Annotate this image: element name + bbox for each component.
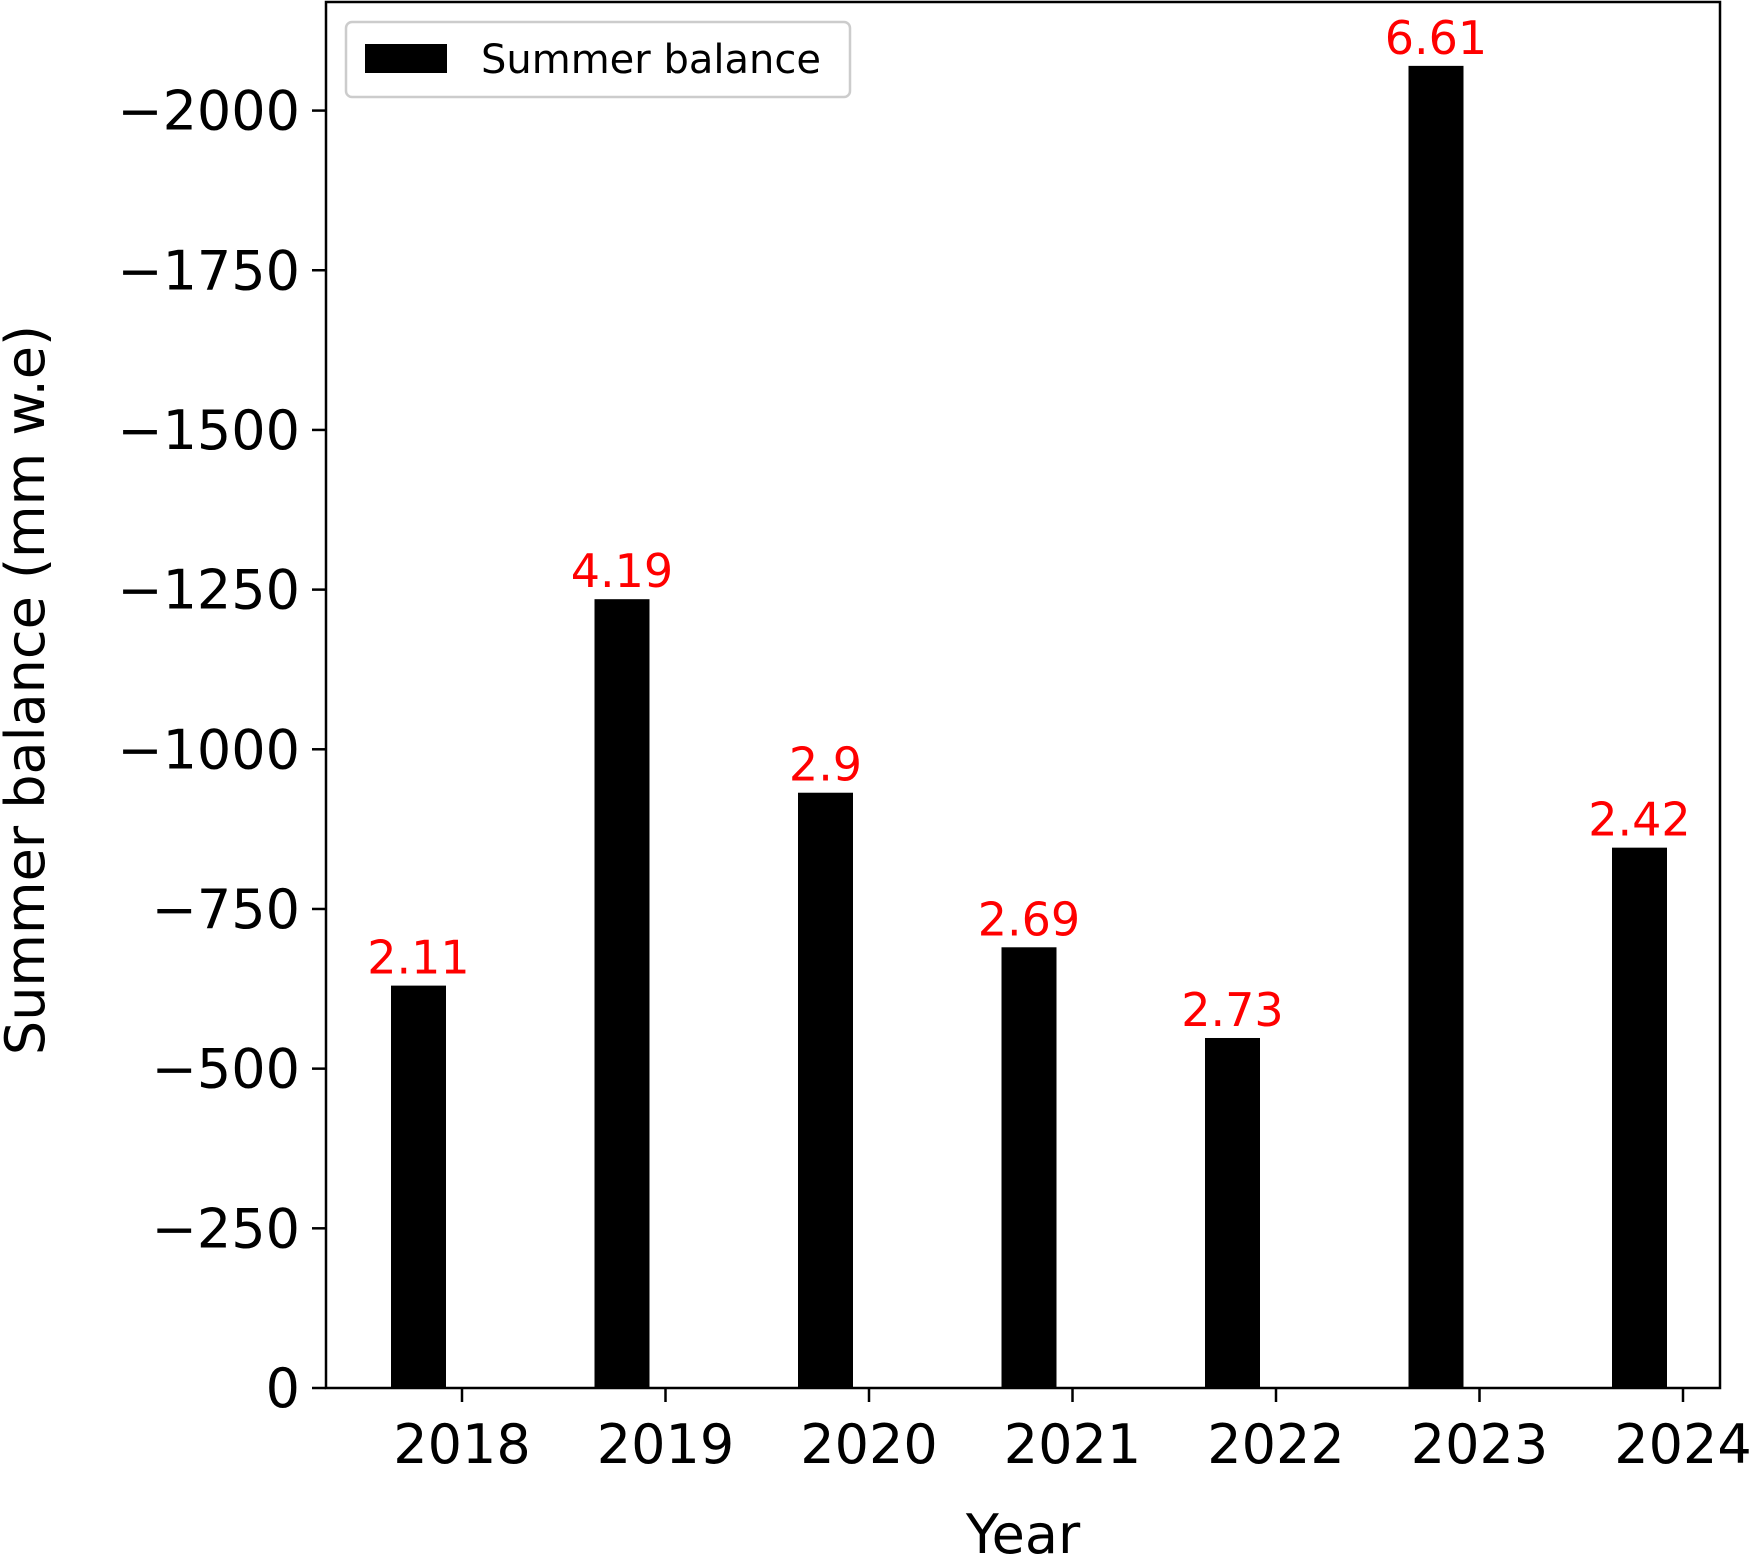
y-tick-label: −250 — [152, 1197, 300, 1260]
legend: Summer balance — [344, 20, 852, 99]
bar-value-label-2021: 2.69 — [978, 892, 1080, 946]
y-tick-label: −500 — [152, 1038, 300, 1101]
bar-2020 — [798, 792, 853, 1388]
bar-2021 — [1001, 947, 1057, 1388]
bar-value-label-2022: 2.73 — [1181, 983, 1283, 1037]
axes-layer — [324, 0, 1722, 1390]
y-axis-label: Summer balance (mm w.e) — [0, 325, 57, 1055]
x-axis-label: Year — [965, 1503, 1081, 1563]
bar-2022 — [1205, 1037, 1260, 1388]
x-tick-label: 2022 — [1207, 1413, 1344, 1476]
bar-2018 — [391, 985, 446, 1388]
plot-frame — [324, 0, 1722, 1390]
bar-value-label-2020: 2.9 — [789, 738, 862, 792]
y-tick-label: −750 — [152, 878, 300, 941]
bar-value-label-2019: 4.19 — [571, 544, 673, 598]
x-tick-label: 2019 — [597, 1413, 734, 1476]
x-tick-label: 2023 — [1411, 1413, 1548, 1476]
bar-value-label-2024: 2.42 — [1588, 793, 1690, 847]
x-tick-label: 2024 — [1614, 1413, 1751, 1476]
bar-2019 — [594, 599, 650, 1388]
y-tick-label: −1500 — [117, 399, 300, 462]
y-tick-label: −1750 — [117, 239, 300, 302]
x-ticks-layer: 2018 2019 2020 2021 2022 2023 2024 — [393, 1388, 1752, 1476]
bar-labels-layer: 2.11 4.19 2.9 2.69 2.73 6.61 2.42 — [367, 11, 1690, 1037]
y-tick-label: −1000 — [117, 718, 300, 781]
bar-2023 — [1408, 65, 1464, 1388]
bars-layer — [391, 65, 1667, 1388]
legend-box — [344, 20, 852, 99]
y-tick-label: −2000 — [117, 80, 300, 143]
bar-value-label-2018: 2.11 — [367, 931, 469, 985]
bar-value-label-2023: 6.61 — [1385, 11, 1487, 65]
bar-2024 — [1612, 847, 1667, 1388]
x-tick-label: 2021 — [1004, 1413, 1141, 1476]
y-ticks-layer: 0 −250 −500 −750 −1000 −1250 −1500 −1750 −2000 — [117, 80, 326, 1420]
x-tick-label: 2020 — [800, 1413, 937, 1476]
legend-swatch — [365, 44, 447, 73]
y-tick-label: −1250 — [117, 559, 300, 622]
legend-label: Summer balance — [481, 37, 821, 83]
y-tick-label: 0 — [266, 1357, 300, 1420]
x-tick-label: 2018 — [393, 1413, 530, 1476]
